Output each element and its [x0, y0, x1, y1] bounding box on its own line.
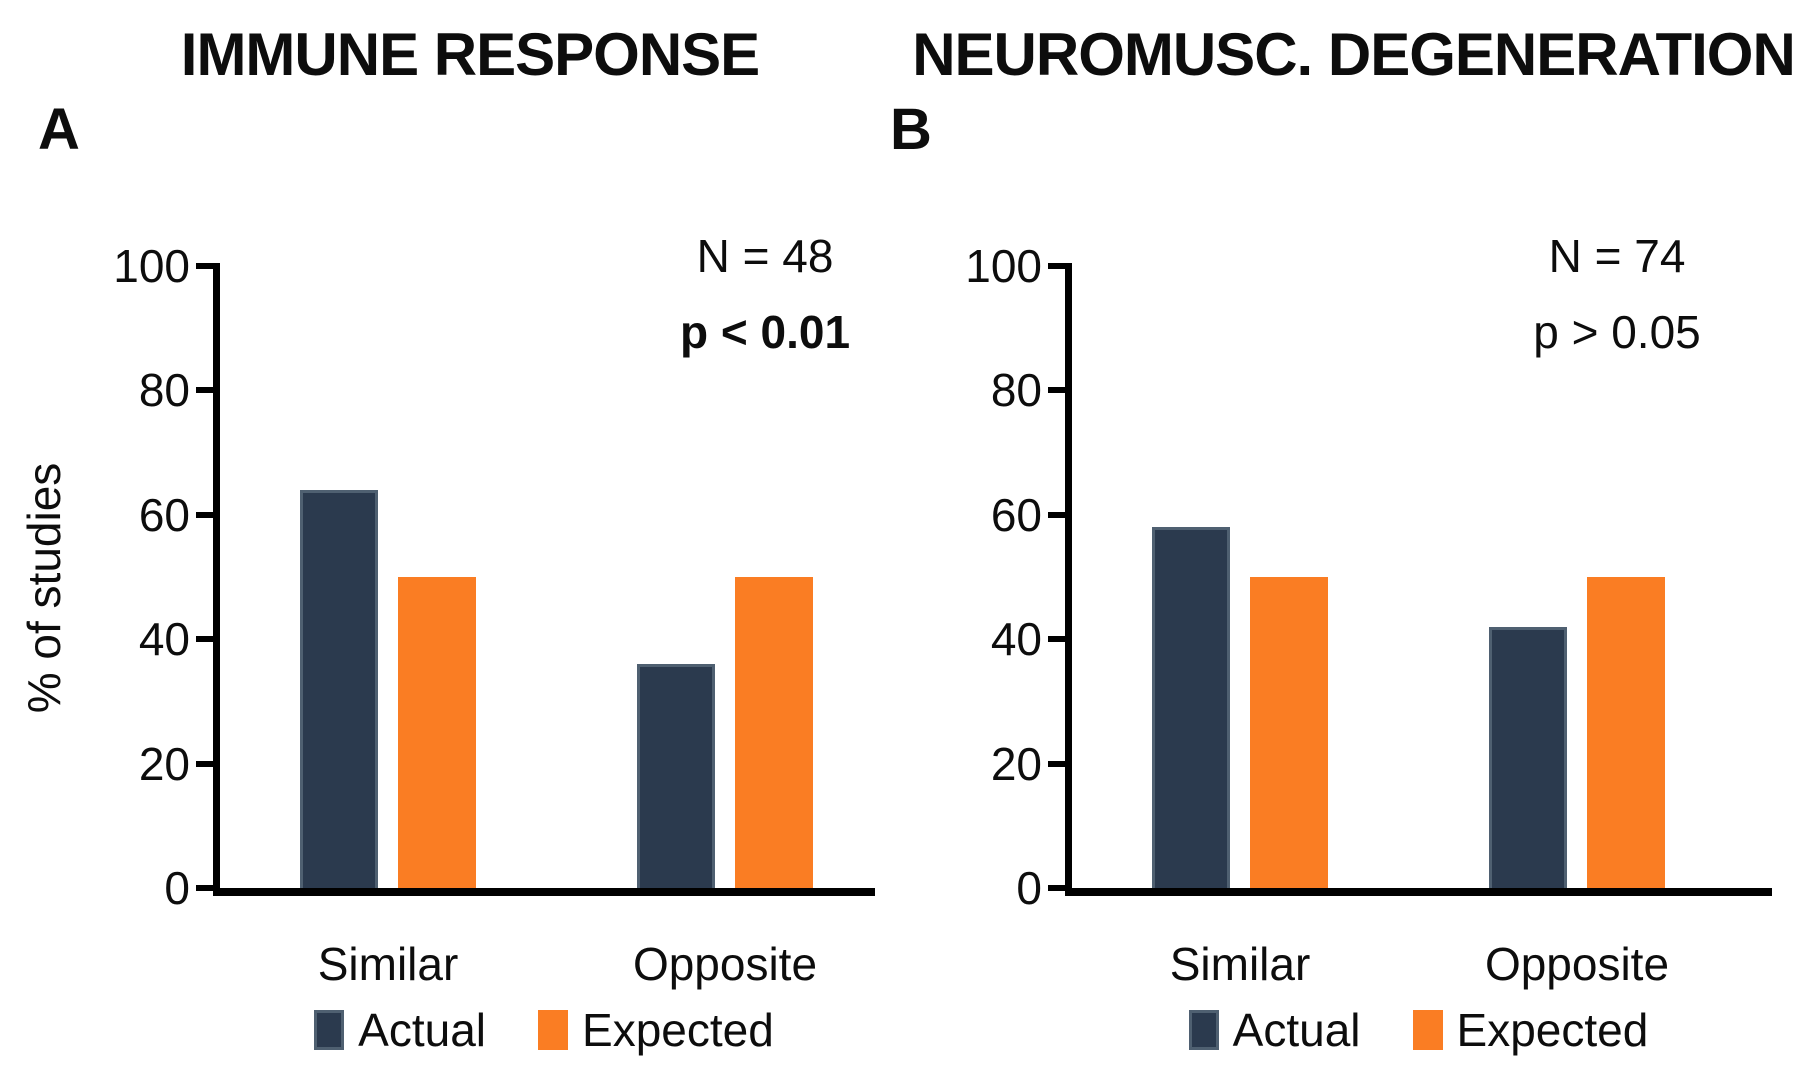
- y-axis-tick-label: 40: [138, 613, 190, 666]
- panel-neuromusc-degeneration: NEUROMUSC. DEGENERATION B N = 74 p > 0.05…: [852, 0, 1795, 1083]
- legend-swatch-actual: [1188, 1010, 1219, 1050]
- legend-item-actual: Actual: [314, 1003, 486, 1057]
- x-category-label-similar: Similar: [1169, 938, 1311, 990]
- stats-annotation-block: N = 74 p > 0.05: [1407, 218, 1795, 370]
- bar-expected-similar: [1250, 577, 1328, 888]
- y-axis-tick-label: 60: [138, 488, 190, 541]
- legend-label: Actual: [358, 1004, 487, 1056]
- y-axis-tick: [196, 636, 220, 643]
- y-axis-tick: [1048, 760, 1072, 767]
- y-axis-tick: [196, 387, 220, 394]
- legend-label: Expected: [582, 1004, 774, 1056]
- plot-area: [1065, 266, 1772, 896]
- y-axis-tick: [1048, 636, 1072, 643]
- stat-annotation: N = 74: [1548, 230, 1686, 282]
- stat-annotation: p > 0.05: [1533, 306, 1701, 358]
- stat-annotation: N = 48: [696, 230, 834, 282]
- legend-label: Expected: [1456, 1004, 1649, 1056]
- bar-actual-opposite: [637, 664, 715, 888]
- panel-letter: B: [890, 97, 932, 162]
- legend-swatch-expected: [1412, 1010, 1443, 1050]
- legend-item-expected: Expected: [1412, 1003, 1649, 1057]
- bar-expected-opposite: [735, 577, 813, 888]
- y-axis-tick-label: 0: [1016, 862, 1042, 914]
- legend: Actual Expected: [1065, 1003, 1772, 1057]
- bar-expected-opposite: [1587, 577, 1665, 888]
- y-axis-tick: [196, 511, 220, 518]
- stat-annotation: p < 0.01: [679, 306, 851, 358]
- bar-actual-similar: [1152, 527, 1230, 888]
- y-axis-tick-label: 80: [990, 364, 1042, 417]
- x-category-label-similar: Similar: [317, 938, 459, 990]
- panel-title: NEUROMUSC. DEGENERATION: [912, 21, 1795, 88]
- plot-area: [213, 266, 875, 896]
- legend: Actual Expected: [213, 1003, 875, 1057]
- y-axis-tick-label: 100: [965, 240, 1042, 292]
- panel-title: IMMUNE RESPONSE: [180, 21, 760, 88]
- y-axis-tick: [196, 263, 220, 269]
- bar-expected-similar: [398, 577, 476, 888]
- legend-swatch-actual: [314, 1010, 345, 1050]
- y-axis-tick-label: 100: [113, 240, 190, 292]
- y-axis-tick: [196, 885, 220, 891]
- y-axis-tick: [1048, 885, 1072, 891]
- y-axis-tick: [1048, 263, 1072, 269]
- y-axis-tick-label: 40: [990, 613, 1042, 666]
- y-axis-tick-label: 20: [138, 737, 190, 790]
- legend-swatch-expected: [538, 1010, 569, 1050]
- panel-immune-response: IMMUNE RESPONSE A % of studies N = 48 p <…: [0, 0, 880, 1083]
- bar-actual-similar: [300, 490, 378, 888]
- legend-item-actual: Actual: [1188, 1003, 1361, 1057]
- y-axis-tick-label: 20: [990, 737, 1042, 790]
- legend-item-expected: Expected: [538, 1003, 774, 1057]
- y-axis-tick: [196, 760, 220, 767]
- panel-letter: A: [38, 97, 80, 162]
- y-axis-tick-label: 0: [164, 862, 190, 914]
- stats-annotation-block: N = 48 p < 0.01: [555, 218, 975, 370]
- y-axis-tick-label: 80: [138, 364, 190, 417]
- legend-label: Actual: [1232, 1004, 1361, 1056]
- y-axis-tick: [1048, 511, 1072, 518]
- x-category-label-opposite: Opposite: [632, 938, 818, 990]
- y-axis-tick: [1048, 387, 1072, 394]
- bar-actual-opposite: [1489, 627, 1567, 888]
- y-axis-tick-label: 60: [990, 488, 1042, 541]
- x-category-label-opposite: Opposite: [1484, 938, 1670, 990]
